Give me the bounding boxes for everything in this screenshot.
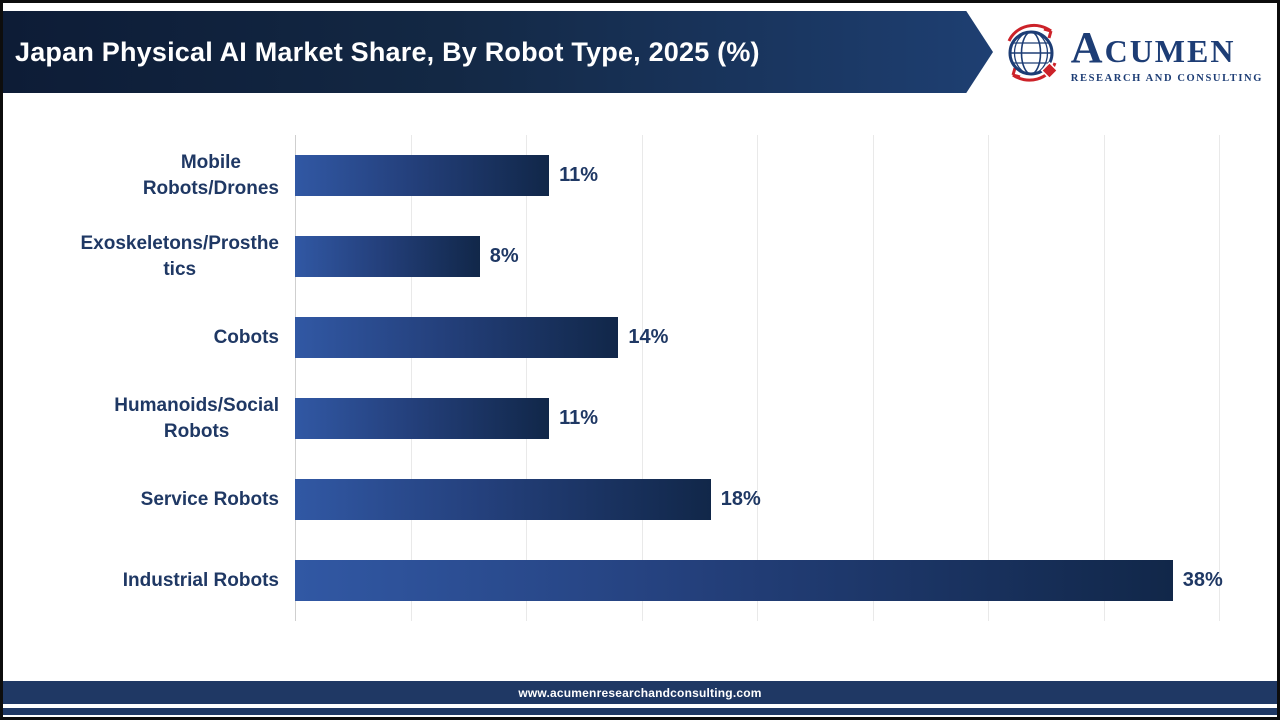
bar-value-label: 8% xyxy=(489,245,519,267)
bar-value-label: 38% xyxy=(1182,569,1223,591)
brand-name: ACUMEN xyxy=(1071,26,1263,70)
bar-cobots xyxy=(295,317,619,358)
bar-row: Industrial Robots 38% xyxy=(33,540,1223,621)
category-label: Industrial Robots xyxy=(33,568,295,594)
gridline xyxy=(988,135,989,621)
bar-row: Humanoids/Social Robots 11% xyxy=(33,378,1219,459)
bar-mobile-robots-drones xyxy=(295,155,550,196)
bar-track: 14% xyxy=(295,297,1219,378)
bar-exoskeletons-prosthetics xyxy=(295,236,480,277)
bar-track: 8% xyxy=(295,216,1219,297)
bar-humanoids-social-robots xyxy=(295,398,550,439)
gridline xyxy=(1219,135,1220,621)
category-label-text: Mobile Robots/Drones xyxy=(142,151,279,199)
category-label-text: Exoskeletons/Prosthe tics xyxy=(80,232,279,280)
gridline xyxy=(641,135,643,621)
bar-row: Exoskeletons/Prosthe tics 8% xyxy=(33,216,1219,297)
logo-text: ACUMEN RESEARCH AND CONSULTING xyxy=(1070,26,1263,85)
category-label-text: Service Robots xyxy=(140,488,279,510)
bar-chart: Mobile Robots/Drones 11% Exoskeletons/Prost… xyxy=(33,135,1223,621)
category-label-text: Humanoids/Social Robots xyxy=(114,394,279,442)
category-label: Service Robots xyxy=(33,487,295,513)
footer-bar: www.acumenresearchandconsulting.com xyxy=(3,681,1277,704)
bar-row: Mobile Robots/Drones 11% xyxy=(33,135,1219,216)
category-label: Cobots xyxy=(33,325,295,351)
category-axis-line xyxy=(295,135,296,621)
bar-value-label: 11% xyxy=(559,407,599,429)
gridline xyxy=(757,135,758,621)
bar-track: 18% xyxy=(295,459,1219,540)
gridline xyxy=(1103,135,1105,621)
globe-icon xyxy=(1007,23,1059,82)
title-banner: Japan Physical AI Market Share, By Robot… xyxy=(3,11,993,93)
gridline xyxy=(526,135,527,621)
brand-initial: A xyxy=(1070,23,1105,72)
page-title: Japan Physical AI Market Share, By Robot… xyxy=(15,36,760,67)
bar-track: 11% xyxy=(295,378,1219,459)
category-label: Humanoids/Social Robots xyxy=(33,393,295,444)
footer-website: www.acumenresearchandconsulting.com xyxy=(518,685,762,700)
bar-row: Cobots 14% xyxy=(33,297,1219,378)
category-label: Exoskeletons/Prosthe tics xyxy=(33,231,295,282)
acumen-logo: ACUMEN RESEARCH AND CONSULTING xyxy=(999,15,1263,95)
bar-service-robots xyxy=(295,479,711,520)
bar-track: 11% xyxy=(295,135,1219,216)
plot-area xyxy=(295,135,1220,621)
gridline xyxy=(410,135,412,621)
brand-rest: CUMEN xyxy=(1104,33,1236,69)
bar-value-label: 11% xyxy=(559,164,599,186)
bar-row: Service Robots 18% xyxy=(33,459,1219,540)
bar-industrial-robots xyxy=(295,560,1173,601)
bottom-accent-strip xyxy=(3,708,1277,715)
bar-track: 38% xyxy=(295,540,1223,621)
brand-tagline: RESEARCH AND CONSULTING xyxy=(1070,73,1263,84)
category-label-text: Industrial Robots xyxy=(122,569,279,591)
category-label-text: Cobots xyxy=(213,326,279,348)
bar-value-label: 14% xyxy=(628,326,669,348)
bar-rows: Mobile Robots/Drones 11% Exoskeletons/Prost… xyxy=(33,135,1223,621)
bar-value-label: 18% xyxy=(720,488,761,510)
category-label: Mobile Robots/Drones xyxy=(33,150,295,201)
gridline xyxy=(872,135,874,621)
